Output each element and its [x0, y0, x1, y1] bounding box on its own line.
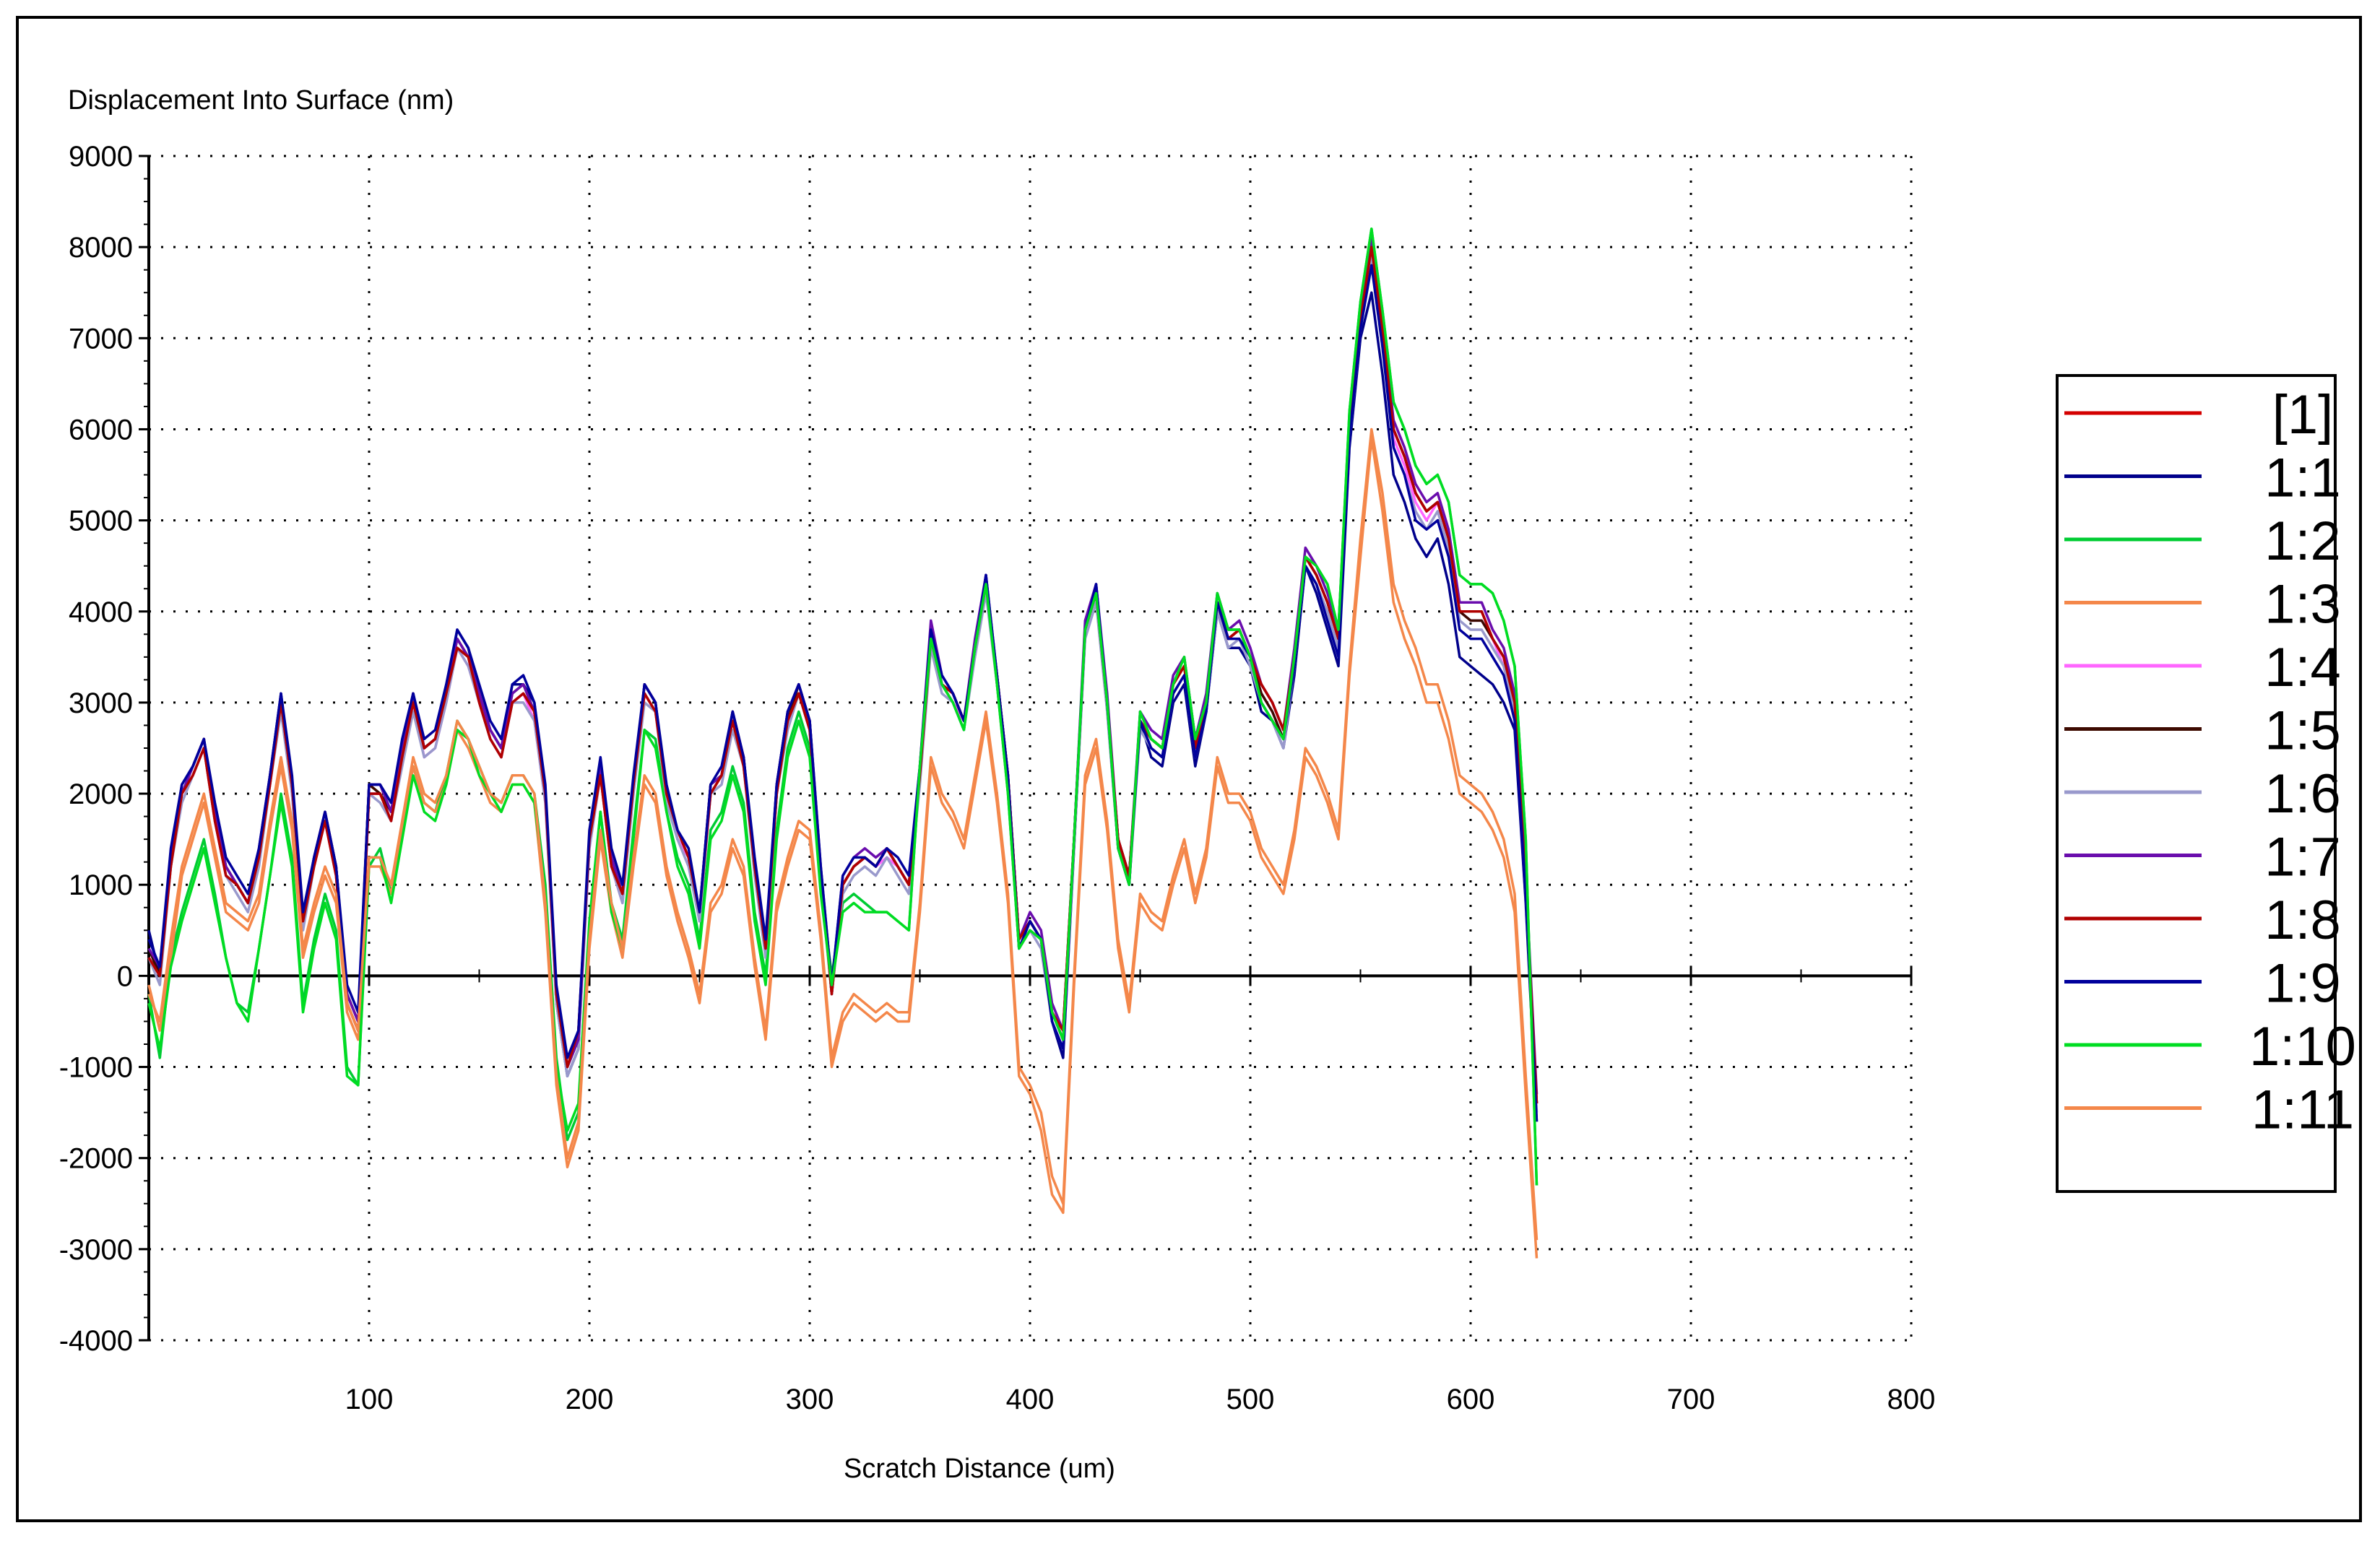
series-line-11: [147, 227, 1539, 1186]
y-tick-label: -1000: [59, 1052, 133, 1084]
x-tick-label: 500: [1226, 1384, 1275, 1415]
x-tick-label: 400: [1006, 1384, 1055, 1415]
y-tick-label: -2000: [59, 1143, 133, 1175]
series-line-2: [147, 291, 1539, 1122]
y-tick-label: 0: [117, 960, 133, 992]
legend-label: 1:2: [2264, 511, 2341, 572]
series-line-7: [147, 255, 1539, 1113]
legend-label: 1:7: [2264, 827, 2341, 888]
legend-label: 1:6: [2264, 763, 2341, 825]
chart-frame: Displacement Into Surface (nm) Scratch D…: [16, 16, 2362, 1522]
series-lines: [147, 227, 1539, 1259]
chart: Displacement Into Surface (nm) Scratch D…: [59, 85, 2356, 1484]
grid: [149, 155, 1913, 1342]
y-tick-label: 3000: [69, 687, 133, 719]
y-tick-label: 8000: [69, 232, 133, 264]
legend-label: [1]: [2272, 384, 2334, 446]
y-tick-label: 2000: [69, 778, 133, 810]
legend-label: 1:9: [2264, 953, 2341, 1015]
legend-label: 1:3: [2264, 574, 2341, 635]
legend-label: 1:1: [2264, 448, 2341, 509]
legend-box: [2056, 374, 2337, 1193]
x-tick-label: 300: [786, 1384, 834, 1415]
x-tick-label: 600: [1447, 1384, 1495, 1415]
series-line-3: [147, 227, 1539, 1186]
y-tick-label: 7000: [69, 323, 133, 355]
x-tick-label: 700: [1667, 1384, 1715, 1415]
axes: 9000 8000 7000 6000 5000 4000 3000 2000 1000 0 -10…: [59, 141, 1936, 1415]
legend-label: 1:10: [2249, 1016, 2356, 1077]
series-line-8: [147, 236, 1539, 1095]
series-line-10: [147, 264, 1539, 1122]
legend: [1]1:11:21:31:41:51:61:71:81:91:101:11: [2056, 374, 2356, 1193]
legend-label: 1:8: [2264, 890, 2341, 951]
legend-label: 1:11: [2251, 1080, 2354, 1141]
y-tick-label: 5000: [69, 505, 133, 537]
series-line-12: [147, 427, 1539, 1241]
x-tick-label: 100: [345, 1384, 394, 1415]
legend-label: 1:4: [2264, 637, 2341, 698]
y-tick-label: 9000: [69, 141, 133, 173]
y-tick-label: 6000: [69, 414, 133, 446]
y-tick-label: 4000: [69, 596, 133, 628]
x-tick-label: 200: [566, 1384, 614, 1415]
y-tick-label: -3000: [59, 1234, 133, 1266]
y-tick-label: 1000: [69, 869, 133, 901]
x-axis-title: Scratch Distance (um): [844, 1454, 1115, 1484]
y-axis-title: Displacement Into Surface (nm): [68, 85, 454, 116]
legend-label: 1:5: [2264, 700, 2341, 762]
series-line-4: [147, 437, 1539, 1259]
x-tick-label: 800: [1887, 1384, 1936, 1415]
y-tick-label: -4000: [59, 1325, 133, 1357]
